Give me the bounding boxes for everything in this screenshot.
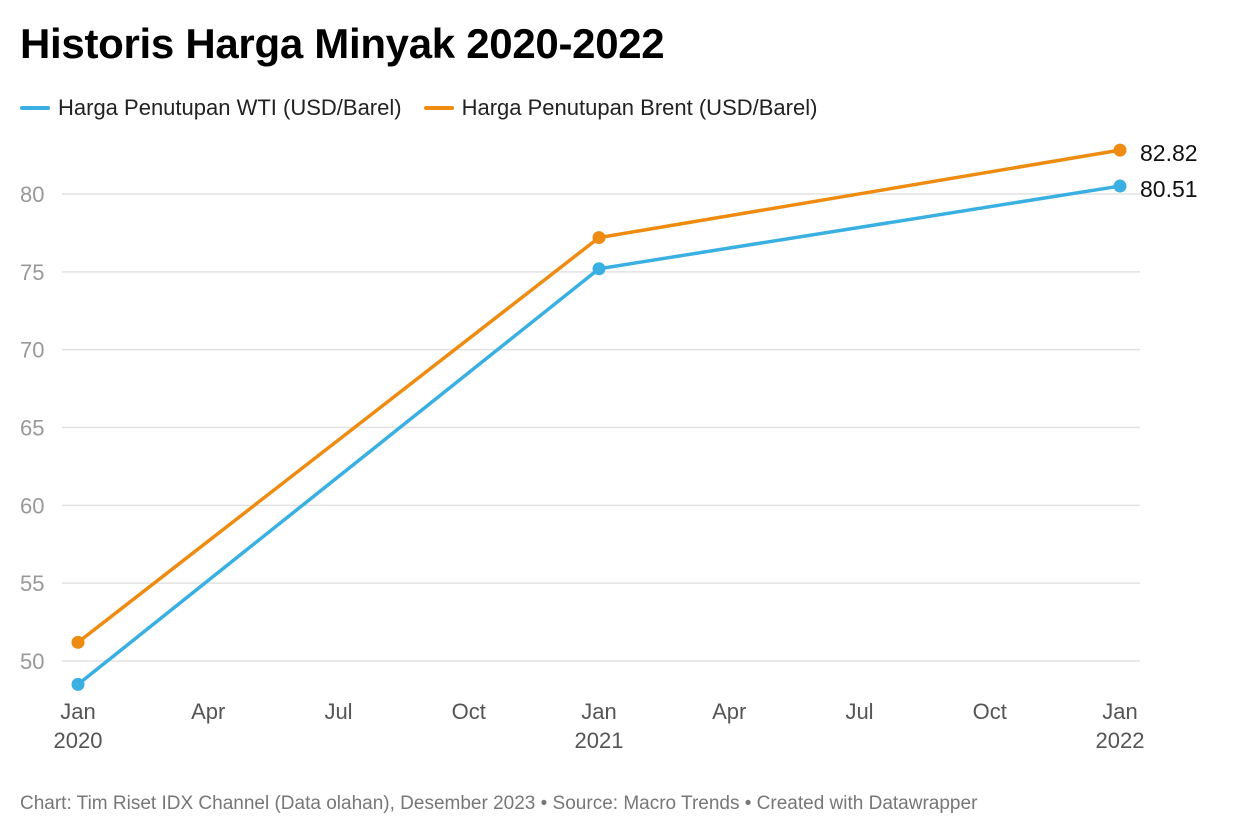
legend-swatch-wti (20, 106, 50, 110)
legend-item-wti: Harga Penutupan WTI (USD/Barel) (20, 95, 402, 121)
series-line-1 (76, 148, 1122, 645)
y-tick-label: 55 (20, 571, 44, 596)
chart-title: Historis Harga Minyak 2020-2022 (20, 20, 665, 67)
y-tick-label: 80 (20, 182, 44, 207)
y-tick-label: 60 (20, 493, 44, 518)
x-tick-label: Apr (712, 699, 746, 724)
legend: Harga Penutupan WTI (USD/Barel) Harga Pe… (20, 95, 817, 121)
x-tick-label: Jul (845, 699, 873, 724)
data-point (1113, 179, 1127, 193)
x-tick-label: Oct (973, 699, 1007, 724)
y-tick-label: 70 (20, 338, 44, 363)
data-point (71, 635, 85, 649)
end-label: 80.51 (1140, 176, 1198, 202)
legend-label-brent: Harga Penutupan Brent (USD/Barel) (461, 95, 818, 120)
x-tick-label: Jul (324, 699, 352, 724)
x-tick-label: Apr (191, 699, 225, 724)
legend-swatch-brent (423, 106, 454, 110)
y-tick-label: 50 (20, 649, 44, 674)
x-tick-label: Jan (60, 699, 95, 724)
x-tick-year-label: 2020 (54, 728, 103, 753)
data-point (1113, 143, 1127, 157)
y-tick-label: 75 (20, 260, 44, 285)
data-point (71, 677, 85, 691)
legend-item-brent: Harga Penutupan Brent (USD/Barel) (423, 95, 818, 121)
x-tick-label: Jan (581, 699, 616, 724)
end-label: 82.82 (1140, 140, 1198, 166)
chart-footer: Chart: Tim Riset IDX Channel (Data olaha… (20, 793, 978, 814)
legend-label-wti: Harga Penutupan WTI (USD/Barel) (58, 95, 402, 120)
y-tick-label: 65 (20, 416, 44, 441)
x-tick-year-label: 2022 (1096, 728, 1145, 753)
x-tick-year-label: 2021 (575, 728, 624, 753)
series-line-0 (76, 184, 1122, 687)
data-point (592, 262, 606, 276)
x-tick-label: Jan (1102, 699, 1137, 724)
data-point (592, 231, 606, 245)
x-tick-label: Oct (452, 699, 486, 724)
